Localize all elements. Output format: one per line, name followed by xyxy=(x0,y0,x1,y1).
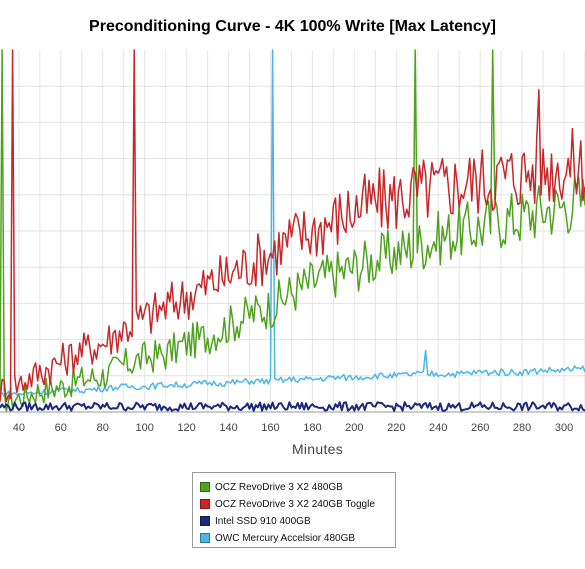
chart-title: Preconditioning Curve - 4K 100% Write [M… xyxy=(89,18,496,35)
legend-label: Intel SSD 910 400GB xyxy=(215,515,311,527)
series-line xyxy=(0,401,585,412)
x-tick-label: 180 xyxy=(303,422,321,434)
series-lines xyxy=(0,49,585,412)
x-tick-label: 220 xyxy=(387,422,405,434)
legend-label: OCZ RevoDrive 3 X2 240GB Toggle xyxy=(215,498,375,510)
x-tick-label: 200 xyxy=(345,422,363,434)
legend-label: OWC Mercury Accelsior 480GB xyxy=(215,532,356,544)
legend-swatch xyxy=(200,516,210,526)
x-tick-labels: 40 60 80 100 120 140 160 180 200 220 240 260 280 300 xyxy=(13,422,573,434)
legend-item: Intel SSD 910 400GB xyxy=(200,514,311,528)
x-tick-label: 280 xyxy=(513,422,531,434)
x-tick-label: 260 xyxy=(471,422,489,434)
legend: OCZ RevoDrive 3 X2 480GB OCZ RevoDrive 3… xyxy=(192,472,396,548)
x-tick-label: 300 xyxy=(555,422,573,434)
legend-swatch xyxy=(200,533,210,543)
x-tick-label: 100 xyxy=(135,422,153,434)
legend-item: OCZ RevoDrive 3 X2 240GB Toggle xyxy=(200,497,375,511)
grid xyxy=(0,50,585,413)
x-tick-label: 240 xyxy=(429,422,447,434)
legend-label: OCZ RevoDrive 3 X2 480GB xyxy=(215,481,343,493)
legend-item: OWC Mercury Accelsior 480GB xyxy=(200,531,355,545)
series-line xyxy=(0,49,585,403)
legend-item: OCZ RevoDrive 3 X2 480GB xyxy=(200,480,343,494)
x-tick-label: 160 xyxy=(261,422,279,434)
legend-swatch xyxy=(200,482,210,492)
x-tick-label: 120 xyxy=(177,422,195,434)
x-tick-label: 80 xyxy=(97,422,109,434)
x-tick-label: 140 xyxy=(219,422,237,434)
x-axis-label: Minutes xyxy=(291,441,344,457)
legend-swatch xyxy=(200,499,210,509)
x-tick-label: 60 xyxy=(55,422,67,434)
series-line xyxy=(0,49,585,398)
x-tick-label: 40 xyxy=(13,422,25,434)
